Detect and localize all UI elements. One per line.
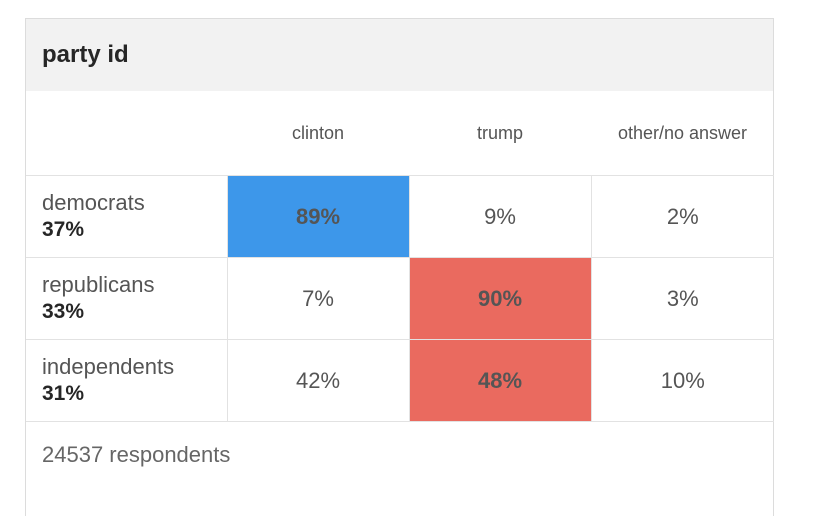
value-cell: 2%	[590, 175, 774, 258]
value-cell: 7%	[226, 257, 410, 340]
results-table: clinton trump other/no answer democrats …	[26, 91, 774, 422]
value-cell: 3%	[590, 257, 774, 340]
column-header-trump: trump	[409, 91, 591, 176]
row-label-cell: republicans 33%	[26, 257, 228, 340]
card-title: party id	[42, 41, 129, 68]
value-cell-leader: 90%	[408, 257, 592, 340]
value-cell: 10%	[590, 339, 774, 422]
value-cell-leader: 89%	[226, 175, 410, 258]
row-label-cell: democrats 37%	[26, 175, 228, 258]
row-group-share: 31%	[42, 381, 85, 405]
column-header-other: other/no answer	[591, 91, 774, 176]
value-cell: 9%	[408, 175, 592, 258]
row-group-share: 33%	[42, 299, 85, 323]
row-group-label: democrats	[42, 189, 145, 215]
header-blank	[26, 91, 227, 176]
value-cell: 42%	[226, 339, 410, 422]
row-group-label: republicans	[42, 271, 155, 297]
value-cell-leader: 48%	[408, 339, 592, 422]
row-group-label: independents	[42, 353, 175, 379]
exit-poll-card: party id clinton trump other/no answer d…	[25, 18, 774, 516]
table-row: democrats 37% 89% 9% 2%	[26, 175, 774, 258]
row-label-cell: independents 31%	[26, 339, 228, 422]
table-row: independents 31% 42% 48% 10%	[26, 339, 774, 422]
card-header: party id	[26, 19, 773, 91]
column-header-clinton: clinton	[227, 91, 409, 176]
row-group-share: 37%	[42, 217, 85, 241]
table-row: republicans 33% 7% 90% 3%	[26, 257, 774, 340]
respondents-count: 24537 respondents	[42, 442, 231, 467]
header-row: clinton trump other/no answer	[26, 91, 774, 176]
